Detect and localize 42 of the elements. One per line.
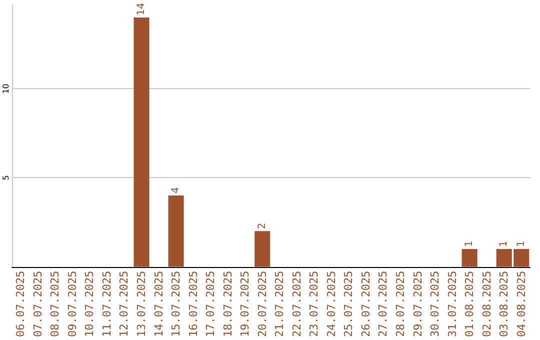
- x-tick-label: 09.07.2025: [66, 270, 79, 338]
- data-label: 1: [464, 240, 476, 247]
- x-tick-label: 08.07.2025: [48, 270, 62, 338]
- x-tick-label: 16.07.2025: [186, 270, 200, 338]
- bar: [168, 196, 184, 267]
- x-tick-label: 04.08.2025: [514, 270, 528, 338]
- x-tick-label: 19.07.2025: [238, 270, 252, 338]
- data-label: 14: [136, 2, 147, 16]
- x-tick-label: 01.08.2025: [463, 270, 476, 338]
- x-tick-label: 21.07.2025: [273, 270, 286, 338]
- x-tick-label: 20.07.2025: [256, 270, 269, 338]
- x-tick-label: 30.07.2025: [428, 270, 442, 338]
- x-tick-label: 26.07.2025: [359, 270, 372, 338]
- y-tick-label: 10: [2, 84, 10, 94]
- x-tick-label: 02.08.2025: [480, 270, 494, 338]
- x-tick-label: 06.07.2025: [14, 270, 28, 338]
- x-tick-label: 10.07.2025: [83, 270, 96, 338]
- x-tick-label: 13.07.2025: [135, 270, 148, 338]
- x-tick-label: 15.07.2025: [170, 270, 183, 338]
- x-tick-label: 14.07.2025: [152, 270, 166, 338]
- x-tick-label: 17.07.2025: [204, 270, 218, 338]
- x-tick-label: 31.07.2025: [446, 270, 459, 338]
- bar: [462, 248, 478, 267]
- x-tick-label: 24.07.2025: [324, 270, 338, 338]
- data-label: 1: [516, 240, 527, 247]
- bar: [134, 17, 150, 267]
- x-tick-label: 18.07.2025: [221, 270, 234, 338]
- x-tick-label: 25.07.2025: [342, 270, 356, 338]
- data-label: 1: [498, 240, 510, 247]
- data-label: 2: [256, 222, 268, 230]
- y-tick-label: 5: [2, 175, 10, 180]
- x-tick-label: 22.07.2025: [290, 270, 304, 338]
- x-tick-label: 23.07.2025: [308, 270, 321, 338]
- x-tick-label: 28.07.2025: [394, 270, 407, 338]
- bar: [254, 231, 270, 267]
- x-tick-label: 11.07.2025: [100, 270, 114, 338]
- x-tick-label: 07.07.2025: [31, 270, 44, 338]
- x-tick-label: 27.07.2025: [376, 270, 390, 338]
- data-label: 4: [170, 187, 182, 194]
- x-tick-label: 03.08.2025: [498, 270, 511, 338]
- x-tick-label: 12.07.2025: [118, 270, 131, 338]
- x-tick-label: 29.07.2025: [411, 270, 424, 338]
